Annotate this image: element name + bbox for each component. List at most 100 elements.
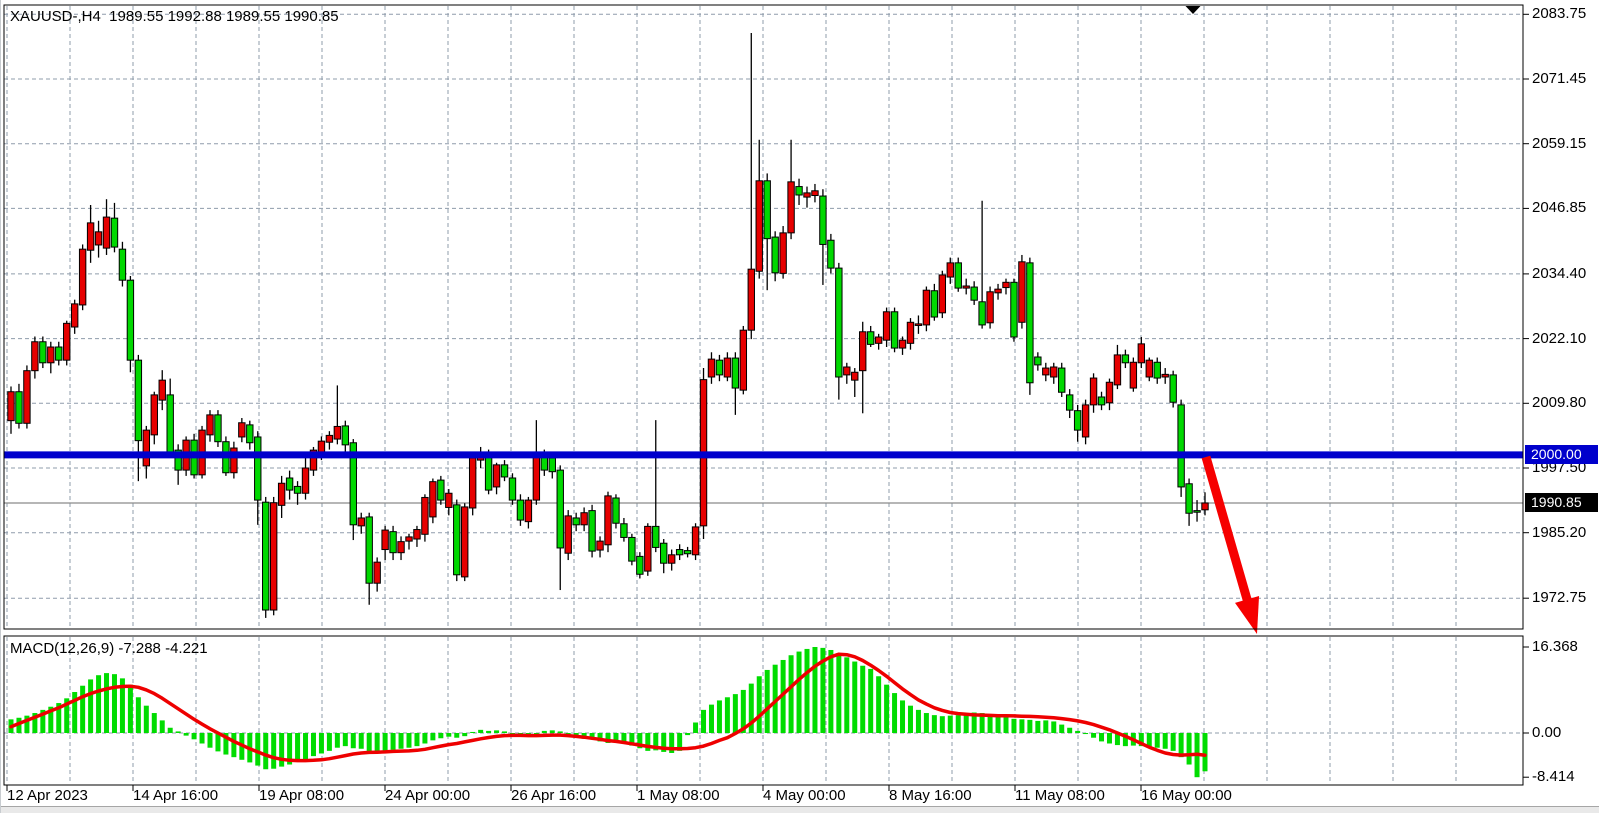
macd-hist-bar: [175, 731, 181, 733]
macd-hist-bar: [486, 730, 492, 733]
macd-hist-bar: [470, 731, 476, 733]
candle-bull: [962, 285, 970, 289]
candles-layer[interactable]: [7, 32, 1209, 618]
candle-bull: [158, 379, 166, 401]
candle-bull: [94, 231, 103, 246]
macd-hist-bar: [32, 713, 38, 733]
candle-bear: [636, 555, 644, 575]
macd-hist-bar: [796, 651, 802, 733]
macd-hist-bar: [1035, 720, 1041, 733]
statusbar-strip: [0, 806, 1599, 813]
candle-bull: [524, 499, 533, 523]
macd-hist-bar: [1170, 733, 1176, 751]
time-tick-label: 26 Apr 16:00: [511, 787, 597, 804]
time-tick-label: 12 Apr 2023: [7, 787, 88, 804]
candle-bear: [588, 510, 596, 552]
macd-hist-bar: [438, 733, 444, 739]
candle-bull: [803, 192, 811, 198]
price-tick-label: 2034.40: [1532, 264, 1587, 282]
macd-hist-bar: [613, 733, 619, 742]
price-tick-label: 2083.75: [1532, 5, 1587, 23]
macd-hist-bar: [701, 709, 707, 733]
macd-hist-bar: [533, 733, 539, 735]
candle-bear: [214, 414, 222, 443]
candle-bear: [819, 195, 827, 245]
price-tick-label: 1985.20: [1532, 523, 1587, 541]
macd-hist-bar: [1162, 733, 1168, 749]
price-tick-label: 2022.10: [1532, 329, 1587, 347]
macd-hist-bar: [271, 733, 277, 769]
macd-hist-bar: [1114, 733, 1120, 746]
candle-bull: [357, 517, 365, 527]
candle-bull: [691, 526, 700, 556]
trend-arrow[interactable]: [1201, 455, 1260, 634]
candle-bull: [946, 262, 954, 278]
candle-bull: [596, 540, 604, 551]
macd-hist-bar: [48, 706, 54, 733]
macd-hist-bar: [263, 733, 269, 770]
candle-bear: [1026, 262, 1034, 384]
candle-bull: [47, 346, 55, 364]
macd-hist-bar: [868, 668, 874, 733]
chart-shift-marker-icon[interactable]: [1185, 6, 1201, 14]
macd-hist-bar: [756, 676, 762, 733]
candle-bull: [938, 274, 947, 314]
macd-hist-bar: [462, 733, 468, 737]
macd-hist-bar: [732, 694, 738, 733]
macd-hist-bar: [828, 649, 834, 733]
macd-hist-bar: [374, 733, 380, 753]
candle-bear: [500, 464, 509, 478]
macd-hist-bar: [72, 692, 78, 733]
macd-hist-bar: [167, 727, 173, 733]
macd-hist-bar: [326, 733, 332, 751]
candle-bull: [994, 288, 1002, 294]
candle-bear: [1073, 410, 1082, 431]
time-tick-label: 16 May 00:00: [1141, 787, 1232, 804]
candle-bull: [874, 336, 883, 344]
candle-bull: [843, 366, 851, 376]
macd-hist-bar: [111, 674, 117, 733]
candle-bull: [461, 506, 469, 578]
candle-bear: [620, 523, 628, 538]
macd-hist-bar: [844, 657, 850, 733]
macd-hist-bar: [597, 733, 603, 742]
macd-hist-bar: [398, 733, 404, 749]
macd-hist-bar: [1019, 719, 1025, 733]
macd-hist-bar: [454, 733, 460, 738]
macd-hist-bar: [334, 733, 340, 748]
candle-bear: [365, 516, 373, 584]
candle-bull: [779, 232, 787, 274]
macd-hist-bar: [605, 733, 611, 743]
macd-hist-bar: [406, 733, 412, 748]
macd-hist-bar: [1178, 733, 1184, 758]
candle-bear: [556, 469, 564, 549]
macd-layer[interactable]: [8, 646, 1208, 778]
candle-bear: [118, 248, 127, 281]
indicator-tick-label: -8.414: [1532, 768, 1575, 786]
candle-bear: [1010, 281, 1018, 338]
price-panel-border: [3, 4, 1524, 630]
macd-hist-bar: [295, 733, 301, 762]
candle-bull: [1042, 367, 1050, 376]
macd-hist-bar: [191, 733, 197, 740]
macd-hist-bar: [1075, 730, 1081, 733]
candle-bull: [1113, 354, 1122, 386]
macd-hist-bar: [629, 733, 635, 746]
candle-bull: [1050, 366, 1058, 378]
candle-bull: [914, 323, 923, 326]
price-tick-label: 2046.85: [1532, 199, 1587, 217]
macd-hist-bar: [772, 664, 778, 733]
candle-bear: [548, 457, 556, 473]
candle-bull: [230, 447, 238, 474]
macd-hist-bar: [80, 685, 86, 733]
candle-bear: [1121, 354, 1130, 364]
macd-hist-bar: [669, 733, 675, 753]
candle-bull: [325, 434, 334, 443]
macd-hist-bar: [915, 709, 921, 733]
candle-bull: [397, 541, 405, 554]
macd-hist-bar: [923, 713, 929, 733]
macd-hist-bar: [939, 716, 945, 733]
arrow-shaft: [1201, 455, 1254, 607]
candle-bull: [269, 502, 278, 611]
